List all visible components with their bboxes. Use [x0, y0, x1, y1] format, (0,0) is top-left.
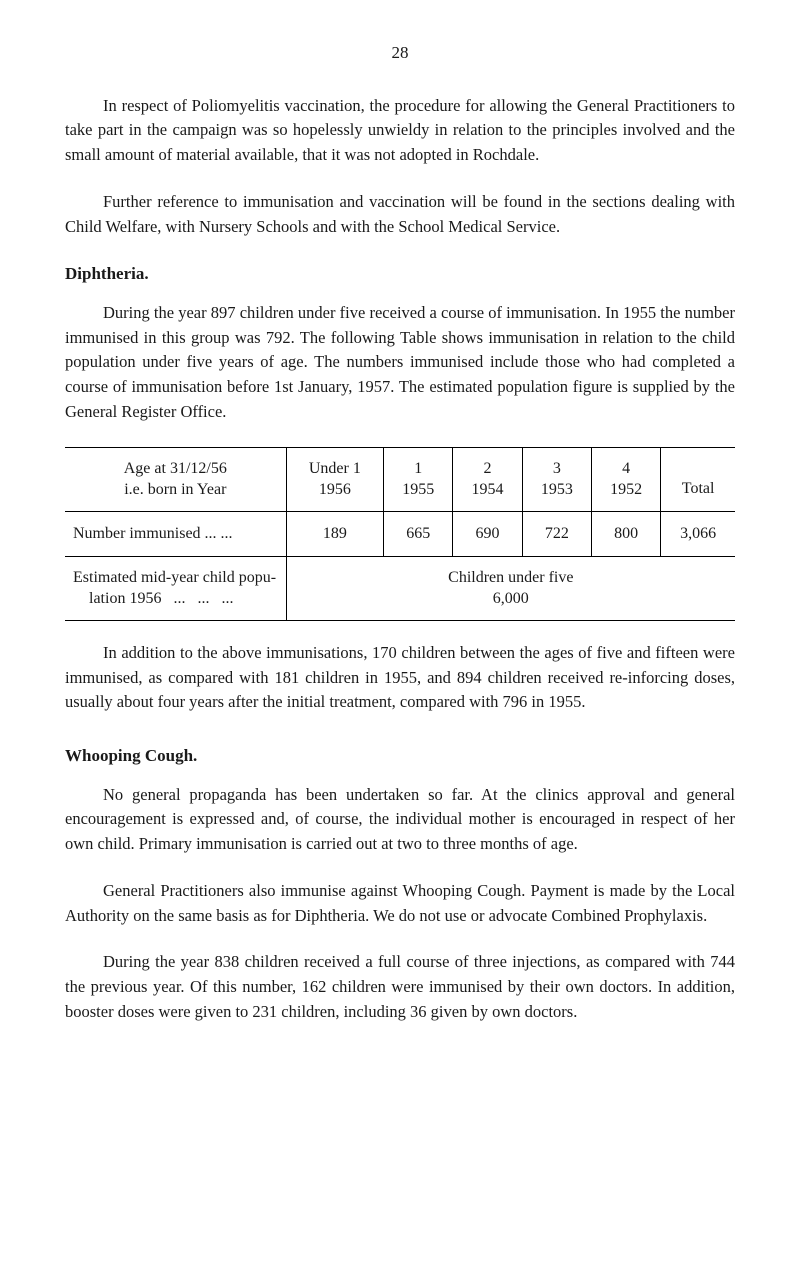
th-col4-line2: 1952: [610, 481, 642, 498]
th-under1: Under 1 1956: [286, 447, 384, 511]
td-val-1: 665: [384, 511, 453, 556]
th-total: Total: [661, 447, 735, 511]
td-children-under-five-line1: Children under five: [448, 569, 573, 586]
td-val-0: 189: [286, 511, 384, 556]
th-col2: 2 1954: [453, 447, 522, 511]
table-header-row: Age at 31/12/56 i.e. born in Year Under …: [65, 447, 735, 511]
paragraph-reference: Further reference to immunisation and va…: [65, 190, 735, 240]
heading-whooping-cough: Whooping Cough.: [65, 743, 735, 769]
td-estimated-label-line1: Estimated mid-year child popu-: [73, 569, 276, 586]
td-children-under-five: Children under five 6,000: [286, 556, 735, 620]
th-col3-line2: 1953: [541, 481, 573, 498]
table-row-estimated: Estimated mid-year child popu- lation 19…: [65, 556, 735, 620]
th-col4-line1: 4: [622, 460, 630, 477]
th-col3: 3 1953: [522, 447, 591, 511]
section-whooping-cough: Whooping Cough. No general propaganda ha…: [65, 743, 735, 1025]
td-val-4: 800: [591, 511, 660, 556]
paragraph-whooping-1: No general propaganda has been undertake…: [65, 783, 735, 857]
table-row-number-immunised: Number immunised ... ... 189 665 690 722…: [65, 511, 735, 556]
th-age-line2: i.e. born in Year: [124, 481, 226, 498]
td-number-immunised-label: Number immunised ... ...: [65, 511, 286, 556]
paragraph-diphtheria-additional: In addition to the above immunisations, …: [65, 641, 735, 715]
th-col4: 4 1952: [591, 447, 660, 511]
td-children-under-five-line2: 6,000: [493, 590, 529, 607]
td-val-total: 3,066: [661, 511, 735, 556]
td-val-3: 722: [522, 511, 591, 556]
page-number: 28: [65, 40, 735, 66]
th-under1-line1: Under 1: [309, 460, 361, 477]
paragraph-diphtheria-intro: During the year 897 children under five …: [65, 301, 735, 425]
th-age-line1: Age at 31/12/56: [124, 460, 227, 477]
paragraph-polio: In respect of Poliomyelitis vaccination,…: [65, 94, 735, 168]
paragraph-whooping-2: General Practitioners also immunise agai…: [65, 879, 735, 929]
th-col1-line1: 1: [414, 460, 422, 477]
immunisation-table: Age at 31/12/56 i.e. born in Year Under …: [65, 447, 735, 621]
td-val-2: 690: [453, 511, 522, 556]
th-col2-line2: 1954: [472, 481, 504, 498]
th-age: Age at 31/12/56 i.e. born in Year: [65, 447, 286, 511]
th-col3-line1: 3: [553, 460, 561, 477]
td-estimated-label-line2: lation 1956 ... ... ...: [73, 590, 233, 607]
heading-diphtheria: Diphtheria.: [65, 261, 735, 287]
th-under1-line2: 1956: [319, 481, 351, 498]
th-col2-line1: 2: [484, 460, 492, 477]
th-col1: 1 1955: [384, 447, 453, 511]
paragraph-whooping-3: During the year 838 children received a …: [65, 950, 735, 1024]
td-estimated-label: Estimated mid-year child popu- lation 19…: [65, 556, 286, 620]
section-diphtheria: Diphtheria. During the year 897 children…: [65, 261, 735, 715]
th-col1-line2: 1955: [402, 481, 434, 498]
